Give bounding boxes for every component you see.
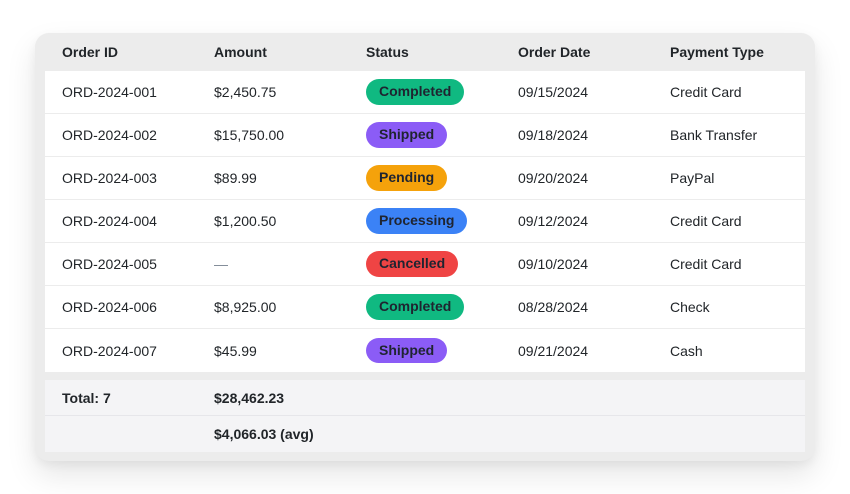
- table-footer: Total: 7 $28,462.23 $4,066.03 (avg): [45, 380, 805, 452]
- orders-table-card: Order ID Amount Status Order Date Paymen…: [35, 33, 815, 461]
- column-header-payment-type: Payment Type: [670, 44, 764, 60]
- status-badge: Shipped: [366, 337, 448, 364]
- table-row: ORD-2024-006 $8,925.00 Completed 08/28/2…: [45, 286, 805, 329]
- cell-amount: $2,450.75: [214, 84, 277, 100]
- cell-status: Shipped: [349, 337, 501, 364]
- cell-order-date: 09/21/2024: [518, 342, 589, 359]
- cell-payment-type: Credit Card: [670, 256, 742, 272]
- cell-payment-type: Check: [670, 299, 710, 315]
- cell-order-date: 09/15/2024: [518, 84, 589, 100]
- cell-order-id: ORD-2024-007: [62, 342, 157, 359]
- column-header-order-date: Order Date: [518, 44, 591, 60]
- table-body: ORD-2024-001 $2,450.75 Completed 09/15/2…: [45, 71, 805, 372]
- table-row: ORD-2024-005 — Cancelled 09/10/2024 Cred…: [45, 243, 805, 286]
- cell-status: Shipped: [349, 122, 501, 148]
- footer-total-count: Total: 7: [62, 389, 111, 406]
- cell-order-date: 08/28/2024: [518, 299, 589, 315]
- table-row: ORD-2024-007 $45.99 Shipped 09/21/2024 C…: [45, 329, 805, 372]
- cell-amount: —: [214, 256, 228, 272]
- footer-average-amount: $4,066.03 (avg): [214, 426, 314, 442]
- status-badge: Shipped: [366, 122, 448, 148]
- status-badge: Completed: [366, 79, 465, 105]
- cell-order-id: ORD-2024-006: [62, 299, 157, 315]
- cell-order-date: 09/18/2024: [518, 127, 589, 143]
- footer-total-amount: $28,462.23: [214, 389, 285, 406]
- cell-amount: $8,925.00: [214, 299, 277, 315]
- column-header-amount: Amount: [214, 44, 267, 60]
- table-row: ORD-2024-003 $89.99 Pending 09/20/2024 P…: [45, 157, 805, 200]
- cell-amount: $1,200.50: [214, 213, 277, 229]
- cell-amount: $45.99: [214, 342, 257, 359]
- table-row: ORD-2024-002 $15,750.00 Shipped 09/18/20…: [45, 114, 805, 157]
- column-header-order-id: Order ID: [62, 44, 119, 60]
- cell-payment-type: Bank Transfer: [670, 127, 758, 143]
- status-badge: Pending: [366, 165, 448, 191]
- cell-status: Processing: [349, 208, 501, 234]
- cell-order-id: ORD-2024-004: [62, 213, 157, 229]
- cell-amount: $89.99: [214, 170, 257, 186]
- cell-order-date: 09/20/2024: [518, 170, 589, 186]
- cell-order-id: ORD-2024-001: [62, 84, 157, 100]
- table-row: ORD-2024-001 $2,450.75 Completed 09/15/2…: [45, 71, 805, 114]
- table-row: ORD-2024-004 $1,200.50 Processing 09/12/…: [45, 200, 805, 243]
- footer-total-row: Total: 7 $28,462.23: [45, 380, 805, 416]
- cell-order-id: ORD-2024-005: [62, 256, 157, 272]
- cell-status: Cancelled: [349, 251, 501, 277]
- cell-payment-type: PayPal: [670, 170, 715, 186]
- cell-status: Pending: [349, 165, 501, 191]
- cell-payment-type: Credit Card: [670, 84, 742, 100]
- cell-order-id: ORD-2024-002: [62, 127, 157, 143]
- status-badge: Processing: [366, 208, 468, 234]
- table-header-row: Order ID Amount Status Order Date Paymen…: [45, 33, 805, 71]
- column-header-status: Status: [366, 44, 409, 60]
- cell-status: Completed: [349, 79, 501, 105]
- cell-order-date: 09/10/2024: [518, 256, 589, 272]
- cell-amount: $15,750.00: [214, 127, 285, 143]
- cell-payment-type: Credit Card: [670, 213, 742, 229]
- cell-order-id: ORD-2024-003: [62, 170, 157, 186]
- status-badge: Cancelled: [366, 251, 459, 277]
- cell-order-date: 09/12/2024: [518, 213, 589, 229]
- footer-average-row: $4,066.03 (avg): [45, 416, 805, 452]
- cell-status: Completed: [349, 294, 501, 320]
- status-badge: Completed: [366, 294, 465, 320]
- cell-payment-type: Cash: [670, 342, 703, 359]
